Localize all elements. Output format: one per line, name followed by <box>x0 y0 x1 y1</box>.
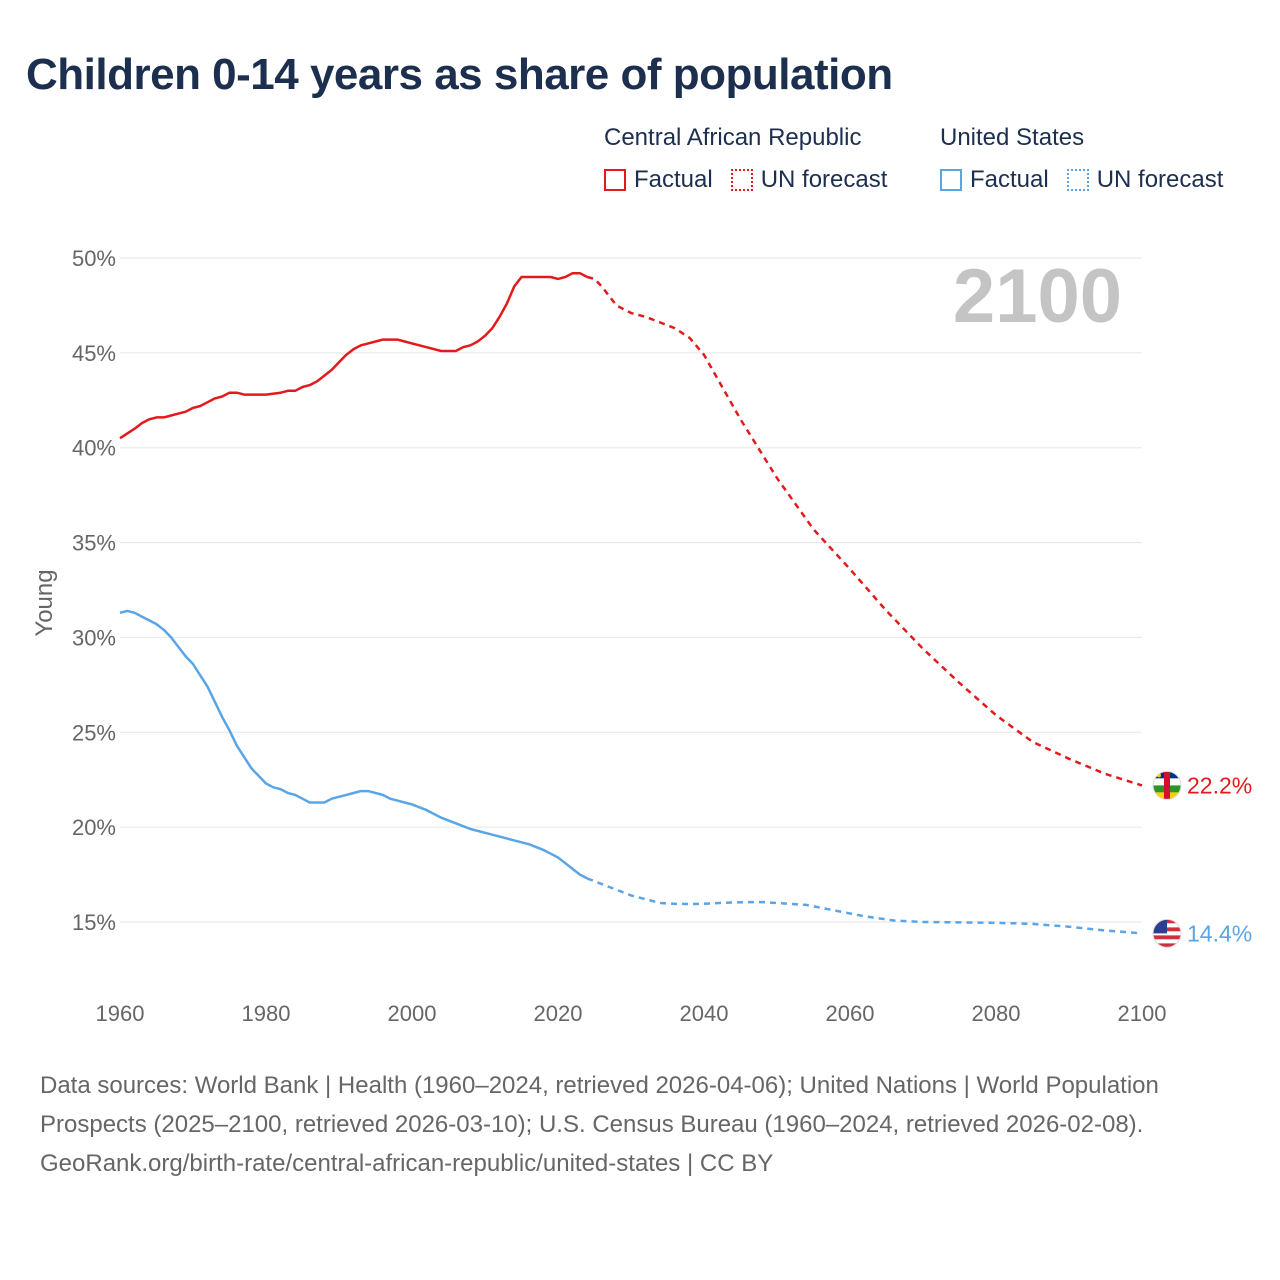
united-states-flag-icon <box>1152 918 1182 948</box>
data-sources-text: Data sources: World Bank | Health (1960–… <box>40 1072 1159 1138</box>
legend-car-factual[interactable]: Factual <box>604 166 713 194</box>
series-end-label: 22.2% <box>1187 772 1252 798</box>
y-tick-label: 40% <box>72 436 116 461</box>
series-line-car-forecast <box>586 275 1143 787</box>
central-african-republic-flag-icon <box>1152 770 1182 800</box>
x-tick-label: 1960 <box>96 1001 145 1026</box>
end-markers: 22.2% 14.4% <box>1152 770 1252 948</box>
source-url-link[interactable]: GeoRank.org/birth-rate/central-african-r… <box>40 1150 774 1177</box>
legend-us-factual[interactable]: Factual <box>940 166 1049 194</box>
series-lines <box>119 271 1143 935</box>
x-tick-label: 2100 <box>1118 1001 1167 1026</box>
y-tick-label: 15% <box>72 910 116 935</box>
chart-title: Children 0-14 years as share of populati… <box>26 50 893 99</box>
dotted-line-swatch-icon <box>730 169 753 191</box>
solid-line-swatch-icon <box>604 169 626 191</box>
y-axis-ticks: 15% 20% 25% 30% 35% 40% 45% 50% <box>72 246 116 935</box>
y-axis-label: Young <box>31 569 58 636</box>
y-tick-label: 30% <box>72 625 116 650</box>
y-tick-label: 45% <box>72 341 116 366</box>
legend-us-forecast[interactable]: UN forecast <box>1066 166 1224 194</box>
legend-forecast-label: UN forecast <box>760 166 888 193</box>
legend-country-name: United States <box>940 124 1085 151</box>
legend-country-name: Central African Republic <box>604 124 862 151</box>
series-line-us-forecast <box>586 877 1143 935</box>
x-tick-label: 1980 <box>242 1001 291 1026</box>
series-line-us-factual <box>119 609 588 880</box>
y-tick-label: 35% <box>72 531 116 556</box>
y-tick-label: 25% <box>72 720 116 745</box>
y-tick-label: 20% <box>72 815 116 840</box>
legend-factual-label: Factual <box>970 166 1049 193</box>
x-tick-label: 2060 <box>826 1001 875 1026</box>
grid-lines <box>120 257 1142 923</box>
series-end-label: 14.4% <box>1187 920 1252 946</box>
solid-line-swatch-icon <box>940 169 962 191</box>
footer: Data sources: World Bank | Health (1960–… <box>40 1066 1240 1183</box>
x-axis-ticks: 1960 1980 2000 2020 2040 2060 2080 2100 <box>96 1001 1167 1026</box>
x-tick-label: 2020 <box>534 1001 583 1026</box>
dotted-line-swatch-icon <box>1066 169 1089 191</box>
legend-factual-label: Factual <box>634 166 713 193</box>
x-tick-label: 2000 <box>388 1001 437 1026</box>
x-tick-label: 2040 <box>680 1001 729 1026</box>
legend-car-forecast[interactable]: UN forecast <box>730 166 888 194</box>
legend-united-states: United States Factual UN forecast <box>940 124 1241 194</box>
legend-forecast-label: UN forecast <box>1096 166 1224 193</box>
legend-central-african-republic: Central African Republic Factual UN fore… <box>604 124 905 194</box>
year-watermark: 2100 <box>953 254 1122 339</box>
series-line-car-factual <box>119 271 588 440</box>
y-tick-label: 50% <box>72 246 116 271</box>
x-tick-label: 2080 <box>972 1001 1021 1026</box>
